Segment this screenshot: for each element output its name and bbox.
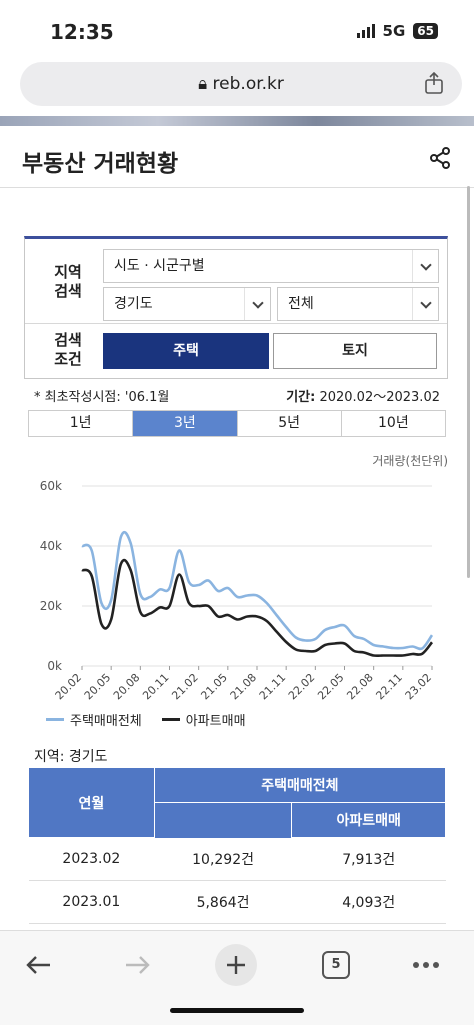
- divider: [25, 323, 447, 324]
- x-tick-label: 22.05: [315, 671, 346, 702]
- region-text: 지역: 경기도: [34, 749, 108, 765]
- land-button[interactable]: 토지: [273, 333, 437, 369]
- col-total-blank: [154, 802, 292, 838]
- tab-5-years[interactable]: 5년: [237, 411, 342, 436]
- x-tick-label: 20.08: [111, 671, 142, 702]
- x-tick-label: 20.02: [53, 671, 84, 702]
- page-scrollbar[interactable]: [467, 186, 470, 578]
- x-tick-label: 21.11: [257, 671, 288, 702]
- legend-item-apartment[interactable]: 아파트매매: [161, 710, 246, 729]
- series-line-total: [81, 530, 434, 651]
- district-value: 전체: [288, 296, 314, 312]
- x-tick-label: 20.11: [140, 671, 171, 702]
- y-tick-label: 60k: [40, 479, 62, 493]
- first-written-note: * 최초작성시점: '06.1월: [34, 390, 170, 405]
- region-type-value: 시도 · 시군구별: [114, 258, 205, 274]
- period-value: 2020.02～2023.02: [319, 390, 440, 405]
- battery-level: 65: [417, 24, 434, 38]
- legend-label-total: 주택매매전체: [70, 714, 142, 729]
- period-tabs: 1년 3년 5년 10년: [28, 410, 446, 437]
- share-icon[interactable]: [424, 72, 444, 94]
- chart-legend: 주택매매전체 아파트매매: [46, 710, 246, 729]
- transaction-line-chart: 60k40k20k0k20.0220.0520.0820.1121.0221.0…: [40, 479, 434, 702]
- table-row: 2023.01 5,864건 4,093건: [28, 880, 446, 924]
- x-tick-label: 20.05: [82, 671, 113, 702]
- status-time: 12:35: [50, 20, 114, 44]
- y-tick-label: 0k: [47, 659, 62, 673]
- page-title: 부동산 거래현황: [22, 151, 179, 177]
- y-tick-label: 40k: [40, 539, 62, 553]
- region-search-label: 지역 검색: [54, 263, 82, 300]
- network-type: 5G: [382, 22, 406, 40]
- url-bar[interactable]: 🔒︎ reb.or.kr: [20, 62, 462, 106]
- x-tick-label: 22.08: [344, 671, 375, 702]
- district-select[interactable]: 전체: [277, 287, 439, 321]
- y-tick-label: 20k: [40, 599, 62, 613]
- search-panel: 지역 검색 시도 · 시군구별 경기도 전체 검색 조건 주택 토지: [24, 236, 448, 379]
- legend-swatch-apartment: [161, 718, 180, 721]
- col-month: 연월: [28, 767, 155, 838]
- col-group-total: 주택매매전체: [153, 767, 447, 803]
- chevron-down-icon: [412, 288, 438, 320]
- chevron-down-icon: [412, 250, 438, 282]
- new-tab-plus-icon[interactable]: [214, 943, 258, 987]
- transaction-table: 연월 주택매매전체 아파트매매 2023.02 10,292건 7,913건 2…: [28, 767, 447, 924]
- tab-10-years[interactable]: 10년: [341, 411, 445, 436]
- tab-3-years[interactable]: 3년: [133, 411, 238, 436]
- series-line-apartment: [81, 558, 434, 658]
- condition-label: 검색 조건: [54, 331, 82, 368]
- battery-icon: 65: [413, 23, 438, 39]
- url-text: reb.or.kr: [212, 74, 284, 94]
- col-apartment: 아파트매매: [291, 802, 446, 838]
- share-network-icon[interactable]: [428, 146, 452, 170]
- url-display[interactable]: 🔒︎ reb.or.kr: [20, 74, 462, 94]
- lock-icon: 🔒︎: [198, 74, 208, 94]
- region-type-select[interactable]: 시도 · 시군구별: [103, 249, 439, 283]
- more-menu-icon[interactable]: [404, 943, 448, 987]
- cell-month: 2023.02: [28, 837, 155, 881]
- legend-item-total[interactable]: 주택매매전체: [46, 710, 142, 729]
- cell-apartment: 4,093건: [291, 880, 446, 924]
- page-header: 부동산 거래현황: [0, 126, 474, 188]
- x-tick-label: 21.02: [169, 671, 200, 702]
- tab-count: 5: [322, 951, 350, 979]
- housing-button[interactable]: 주택: [103, 333, 269, 369]
- signal-icon: [356, 24, 375, 38]
- x-tick-label: 21.08: [228, 671, 259, 702]
- x-tick-label: 22.11: [373, 671, 404, 702]
- status-bar: 12:35 5G 65: [0, 0, 474, 58]
- x-tick-label: 21.05: [198, 671, 229, 702]
- tab-1-year[interactable]: 1년: [29, 411, 134, 436]
- cell-apartment: 7,913건: [291, 837, 446, 881]
- province-select[interactable]: 경기도: [103, 287, 271, 321]
- period-label: 기간:: [286, 390, 316, 405]
- cell-month: 2023.01: [28, 880, 155, 924]
- back-arrow-icon[interactable]: [16, 943, 60, 987]
- table-row: 2023.02 10,292건 7,913건: [28, 837, 446, 881]
- period-info: 기간: 2020.02～2023.02: [286, 386, 440, 405]
- province-value: 경기도: [114, 296, 153, 312]
- home-indicator: [170, 1008, 304, 1013]
- cell-total: 10,292건: [154, 837, 292, 881]
- x-tick-label: 22.02: [286, 671, 317, 702]
- chevron-down-icon: [244, 288, 270, 320]
- legend-swatch-total: [46, 718, 64, 721]
- banner-image-strip: [0, 116, 474, 126]
- cell-total: 5,864건: [154, 880, 292, 924]
- tabs-button[interactable]: 5: [314, 943, 358, 987]
- x-tick-label: 23.02: [403, 671, 434, 702]
- chart-unit-label: 거래량(천단위): [372, 454, 448, 468]
- forward-arrow-icon[interactable]: [116, 943, 160, 987]
- legend-label-apartment: 아파트매매: [185, 714, 246, 729]
